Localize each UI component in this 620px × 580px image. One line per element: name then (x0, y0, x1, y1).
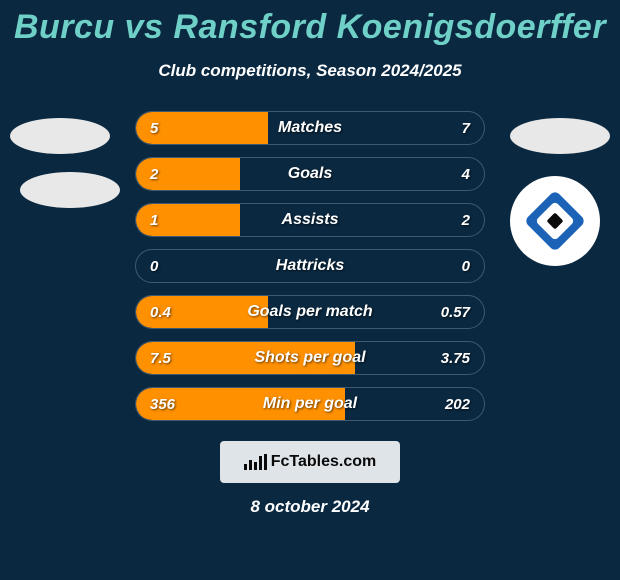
player-right-club-logo (510, 176, 600, 266)
diamond-inner (547, 213, 564, 230)
stat-row: 356 Min per goal 202 (135, 387, 485, 421)
stat-label: Goals per match (247, 303, 372, 321)
stat-row: 5 Matches 7 (135, 111, 485, 145)
stat-value-right: 202 (445, 396, 470, 413)
player-left-badge-1 (10, 118, 110, 154)
stat-value-right: 7 (462, 120, 470, 137)
stat-value-left: 356 (150, 396, 175, 413)
stat-value-right: 0 (462, 258, 470, 275)
footer-date: 8 october 2024 (0, 497, 620, 517)
player-right-badge-1 (510, 118, 610, 154)
stat-label: Min per goal (263, 395, 357, 413)
stat-row: 7.5 Shots per goal 3.75 (135, 341, 485, 375)
stat-value-right: 3.75 (441, 350, 470, 367)
stat-value-right: 4 (462, 166, 470, 183)
stat-label: Matches (278, 119, 342, 137)
stat-label: Assists (282, 211, 339, 229)
stats-list: 5 Matches 7 2 Goals 4 1 Assists 2 0 Hatt… (0, 111, 620, 421)
diamond-mid (535, 201, 575, 241)
page-title: Burcu vs Ransford Koenigsdoerffer (0, 0, 620, 47)
diamond-icon (524, 190, 586, 252)
page-subtitle: Club competitions, Season 2024/2025 (0, 61, 620, 81)
footer-logo: FcTables.com (220, 441, 400, 483)
stat-value-left: 2 (150, 166, 158, 183)
stat-value-left: 7.5 (150, 350, 171, 367)
stat-value-left: 0 (150, 258, 158, 275)
stat-value-right: 2 (462, 212, 470, 229)
stat-value-left: 0.4 (150, 304, 171, 321)
stat-label: Goals (288, 165, 332, 183)
stat-label: Shots per goal (254, 349, 365, 367)
stat-value-left: 1 (150, 212, 158, 229)
stat-label: Hattricks (276, 257, 344, 275)
bars-icon (244, 454, 267, 470)
stat-row: 2 Goals 4 (135, 157, 485, 191)
stat-row: 0.4 Goals per match 0.57 (135, 295, 485, 329)
comparison-infographic: Burcu vs Ransford Koenigsdoerffer Club c… (0, 0, 620, 580)
footer-logo-text: FcTables.com (271, 453, 377, 471)
player-left-badge-2 (20, 172, 120, 208)
stat-value-left: 5 (150, 120, 158, 137)
stat-row: 1 Assists 2 (135, 203, 485, 237)
stat-row: 0 Hattricks 0 (135, 249, 485, 283)
stat-value-right: 0.57 (441, 304, 470, 321)
